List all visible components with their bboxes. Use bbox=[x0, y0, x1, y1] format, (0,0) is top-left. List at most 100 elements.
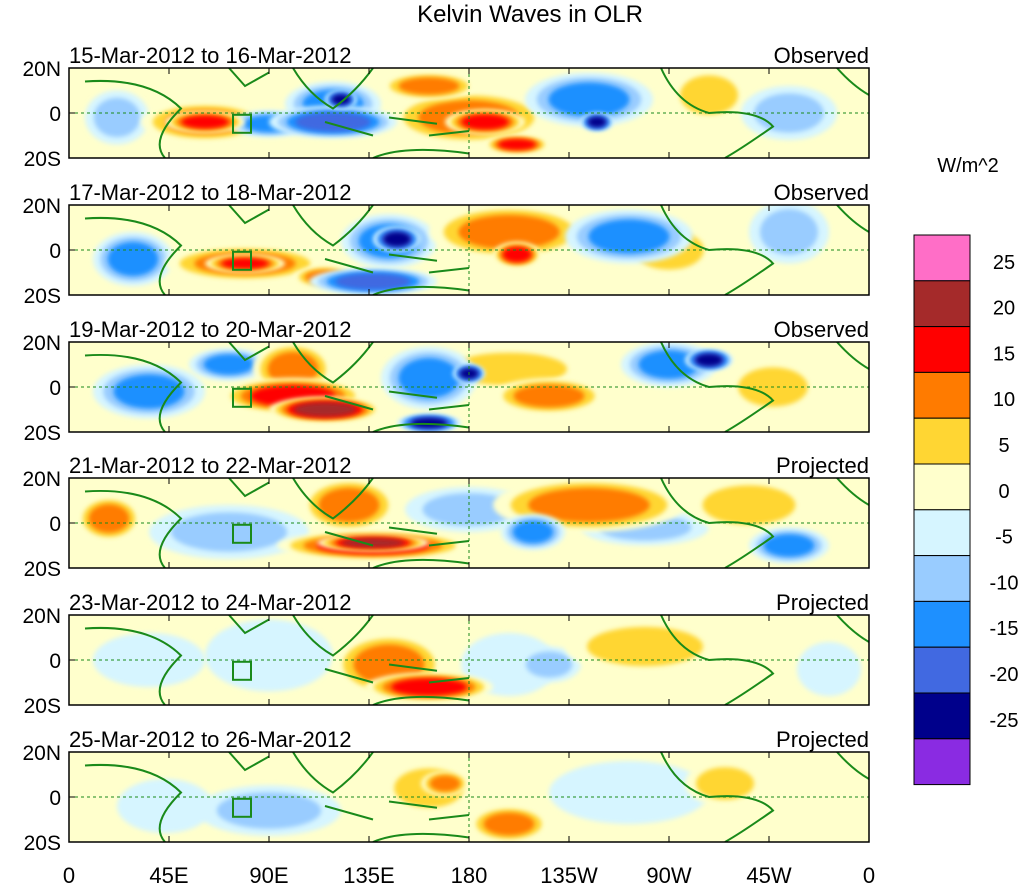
colorbar-level-label: -5 bbox=[995, 527, 1013, 549]
panel-5: 20N 0 20S 23-Mar-2012 to 24-Mar-2012 Project… bbox=[22, 590, 870, 718]
panel-type-label: Projected bbox=[776, 590, 869, 615]
olr-anomaly bbox=[383, 232, 411, 247]
colorbar-label: W/m^2 bbox=[937, 155, 999, 177]
olr-anomaly bbox=[293, 402, 357, 417]
colorbar-swatch bbox=[913, 234, 971, 282]
olr-anomaly bbox=[398, 77, 460, 95]
olr-anomaly bbox=[797, 642, 861, 696]
y-tick-label: 0 bbox=[49, 240, 61, 263]
colorbar-swatch bbox=[913, 280, 971, 328]
olr-anomaly bbox=[588, 219, 670, 254]
y-tick-label: 20N bbox=[22, 605, 61, 628]
y-tick-label: 0 bbox=[49, 103, 61, 126]
olr-anomaly bbox=[461, 114, 509, 130]
olr-anomaly bbox=[498, 139, 536, 150]
olr-anomaly bbox=[203, 354, 255, 375]
x-tick-label: 45W bbox=[746, 863, 791, 887]
colorbar-swatch bbox=[913, 600, 971, 648]
panel-2: 20N 0 20S 17-Mar-2012 to 18-Mar-2012 Observe… bbox=[22, 180, 870, 308]
panel-dates: 21-Mar-2012 to 22-Mar-2012 bbox=[69, 453, 351, 478]
olr-anomaly bbox=[525, 651, 573, 678]
colorbar-swatch bbox=[913, 555, 971, 602]
y-tick-label: 0 bbox=[49, 513, 61, 536]
x-tick-label: 135W bbox=[540, 863, 598, 887]
region-box bbox=[232, 113, 252, 134]
olr-anomaly bbox=[295, 112, 371, 132]
olr-field bbox=[69, 68, 869, 158]
panel-dates: 19-Mar-2012 to 20-Mar-2012 bbox=[69, 317, 351, 342]
colorbar-level-label: 0 bbox=[998, 481, 1009, 503]
y-tick-label: 0 bbox=[49, 650, 61, 673]
olr-anomaly bbox=[548, 82, 630, 117]
x-tick-label: 180 bbox=[451, 863, 488, 887]
colorbar-swatch bbox=[913, 738, 971, 786]
panel-4: 20N 0 20S 21-Mar-2012 to 22-Mar-2012 Project… bbox=[22, 453, 870, 581]
coastlines bbox=[84, 478, 869, 568]
coastlines bbox=[84, 68, 869, 158]
olr-anomaly bbox=[93, 97, 141, 138]
olr-anomaly bbox=[107, 241, 159, 277]
olr-anomaly bbox=[335, 273, 411, 290]
colorbar: W/m^2 25 20 15 10 5 0 -5 -10 -15 -20 -25 bbox=[913, 155, 1019, 786]
colorbar-swatch bbox=[913, 371, 971, 419]
olr-anomaly bbox=[588, 116, 606, 128]
panel-dates: 23-Mar-2012 to 24-Mar-2012 bbox=[69, 590, 351, 615]
x-tick-label: 90E bbox=[249, 863, 288, 887]
colorbar-level-label: 25 bbox=[993, 252, 1015, 274]
olr-anomaly bbox=[221, 258, 269, 269]
colorbar-level-label: 10 bbox=[993, 389, 1015, 411]
olr-anomaly bbox=[171, 512, 287, 552]
olr-anomaly bbox=[680, 75, 738, 115]
chart-title: Kelvin Waves in OLR bbox=[417, 1, 643, 28]
y-tick-label: 20S bbox=[24, 148, 61, 171]
y-tick-label: 20N bbox=[22, 332, 61, 355]
panels: 20N 0 20S 15-Mar-2012 to 16-Mar-2012 Observe… bbox=[22, 43, 870, 855]
y-tick-label: 0 bbox=[49, 377, 61, 400]
olr-anomaly bbox=[638, 350, 700, 379]
y-tick-label: 20N bbox=[22, 195, 61, 218]
olr-anomaly bbox=[502, 247, 532, 262]
olr-anomaly bbox=[702, 485, 796, 525]
olr-anomaly bbox=[549, 761, 709, 824]
x-tick-label: 0 bbox=[863, 863, 875, 887]
panel-1: 20N 0 20S 15-Mar-2012 to 16-Mar-2012 Observe… bbox=[22, 43, 870, 171]
olr-anomaly bbox=[181, 115, 229, 129]
panel-type-label: Projected bbox=[776, 453, 869, 478]
y-tick-label: 20S bbox=[24, 558, 61, 581]
coastlines bbox=[84, 205, 869, 295]
colorbar-level-label: -15 bbox=[990, 618, 1019, 640]
olr-anomaly bbox=[763, 534, 815, 557]
x-axis: 0 45E 90E 135E 180 135W 90W 45W 0 bbox=[63, 863, 875, 887]
colorbar-swatch bbox=[913, 692, 971, 740]
y-tick-label: 20S bbox=[24, 285, 61, 308]
olr-anomaly bbox=[513, 384, 585, 408]
y-tick-label: 0 bbox=[49, 787, 61, 810]
y-tick-label: 20N bbox=[22, 58, 61, 81]
panel-dates: 25-Mar-2012 to 26-Mar-2012 bbox=[69, 727, 351, 752]
olr-anomaly bbox=[760, 209, 818, 255]
colorbar-swatch bbox=[913, 646, 971, 694]
x-tick-label: 0 bbox=[63, 863, 75, 887]
x-tick-label: 45E bbox=[149, 863, 188, 887]
colorbar-level-label: 5 bbox=[998, 435, 1009, 457]
panel-dates: 15-Mar-2012 to 16-Mar-2012 bbox=[69, 43, 351, 68]
colorbar-level-label: 20 bbox=[993, 298, 1015, 320]
coastlines bbox=[84, 752, 869, 842]
olr-anomaly bbox=[695, 353, 723, 367]
y-tick-label: 20S bbox=[24, 422, 61, 445]
olr-anomaly bbox=[512, 520, 554, 544]
x-tick-label: 90W bbox=[646, 863, 691, 887]
y-tick-label: 20N bbox=[22, 742, 61, 765]
y-tick-label: 20S bbox=[24, 695, 61, 718]
olr-anomaly bbox=[332, 94, 350, 105]
colorbar-swatch bbox=[913, 326, 971, 373]
x-tick-label: 135E bbox=[343, 863, 394, 887]
panel-3: 20N 0 20S 19-Mar-2012 to 20-Mar-2012 Observe… bbox=[22, 317, 870, 445]
olr-anomaly bbox=[429, 775, 461, 792]
olr-anomaly bbox=[117, 779, 213, 833]
colorbar-level-label: -25 bbox=[990, 710, 1019, 732]
panel-type-label: Observed bbox=[774, 180, 869, 205]
olr-anomaly bbox=[398, 358, 460, 398]
colorbar-swatch bbox=[913, 463, 971, 511]
